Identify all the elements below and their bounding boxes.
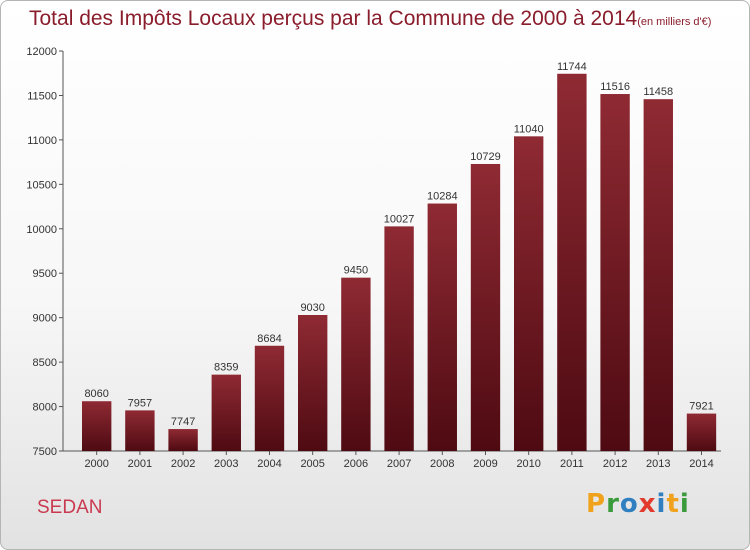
bar-value-label: 9450 bbox=[344, 265, 368, 277]
bar-value-label: 10284 bbox=[427, 191, 458, 203]
x-tick-label: 2012 bbox=[603, 458, 627, 470]
y-tick-label: 12000 bbox=[26, 46, 57, 58]
bar-value-label: 9030 bbox=[300, 302, 324, 314]
y-tick-label: 11500 bbox=[27, 90, 57, 102]
bar-value-label: 11744 bbox=[557, 61, 587, 73]
bar bbox=[82, 401, 112, 451]
x-tick-label: 2011 bbox=[560, 458, 584, 470]
bar-value-label: 11516 bbox=[600, 81, 630, 93]
x-tick-label: 2014 bbox=[689, 458, 713, 470]
bar bbox=[254, 345, 285, 451]
bar bbox=[643, 99, 673, 451]
logo-letter: t bbox=[666, 489, 680, 519]
bar-value-label: 11040 bbox=[514, 123, 544, 135]
bar bbox=[384, 226, 414, 451]
x-tick-label: 2013 bbox=[646, 458, 670, 470]
bar bbox=[168, 429, 198, 451]
bar-value-label: 10729 bbox=[470, 151, 501, 163]
x-tick-label: 2000 bbox=[84, 458, 108, 470]
x-tick-label: 2005 bbox=[300, 458, 324, 470]
y-tick-label: 7500 bbox=[33, 446, 57, 458]
chart-title: Total des Impôts Locaux perçus par la Co… bbox=[29, 7, 711, 31]
x-tick-label: 2004 bbox=[257, 458, 281, 470]
y-tick-label: 11000 bbox=[27, 135, 57, 147]
commune-name: SEDAN bbox=[37, 497, 103, 518]
bar-value-label: 7747 bbox=[171, 416, 195, 428]
bar bbox=[125, 410, 155, 451]
logo-letter: i bbox=[656, 489, 667, 519]
bar-value-label: 7921 bbox=[689, 401, 713, 413]
y-tick-label: 9500 bbox=[33, 268, 57, 280]
bar-value-label: 8684 bbox=[257, 333, 281, 345]
chart-title-text: Total des Impôts Locaux perçus par la Co… bbox=[29, 7, 638, 30]
bar bbox=[557, 73, 587, 451]
logo-letter: x bbox=[638, 489, 657, 519]
y-tick-label: 10000 bbox=[26, 224, 57, 236]
x-tick-label: 2009 bbox=[473, 458, 497, 470]
y-tick-label: 8500 bbox=[33, 357, 57, 369]
x-tick-label: 2002 bbox=[171, 458, 195, 470]
bar-value-label: 7957 bbox=[128, 397, 152, 409]
x-tick-label: 2007 bbox=[387, 458, 411, 470]
logo-letter: r bbox=[606, 489, 620, 519]
x-tick-label: 2001 bbox=[128, 458, 152, 470]
y-tick-label: 9000 bbox=[33, 313, 57, 325]
proxiti-logo[interactable]: Proxiti bbox=[586, 489, 690, 519]
x-tick-label: 2010 bbox=[516, 458, 540, 470]
logo-letter: i bbox=[679, 489, 690, 519]
chart-labels: 8060 2000 7957 2001 7747 2002 8359 2003 8684 2004… bbox=[84, 61, 713, 470]
bar bbox=[470, 163, 501, 451]
logo-letter: o bbox=[619, 489, 639, 519]
bar-value-label: 8060 bbox=[84, 388, 108, 400]
chart-unit: (en milliers d'€) bbox=[637, 16, 712, 28]
bar-value-label: 10027 bbox=[384, 213, 415, 225]
x-tick-label: 2006 bbox=[344, 458, 368, 470]
bar bbox=[298, 315, 328, 451]
bar bbox=[514, 136, 544, 452]
bar-value-label: 11458 bbox=[643, 86, 673, 98]
x-tick-label: 2008 bbox=[430, 458, 454, 470]
bar-value-label: 8359 bbox=[214, 362, 238, 374]
bar bbox=[600, 94, 630, 452]
bar bbox=[211, 374, 241, 451]
y-tick-label: 10500 bbox=[26, 179, 57, 191]
bar bbox=[427, 203, 457, 451]
logo-letter: P bbox=[586, 489, 607, 519]
x-tick-label: 2003 bbox=[214, 458, 238, 470]
bar bbox=[341, 277, 371, 451]
chart-bars bbox=[82, 73, 717, 452]
bar bbox=[686, 413, 717, 451]
y-tick-label: 8000 bbox=[33, 402, 57, 414]
